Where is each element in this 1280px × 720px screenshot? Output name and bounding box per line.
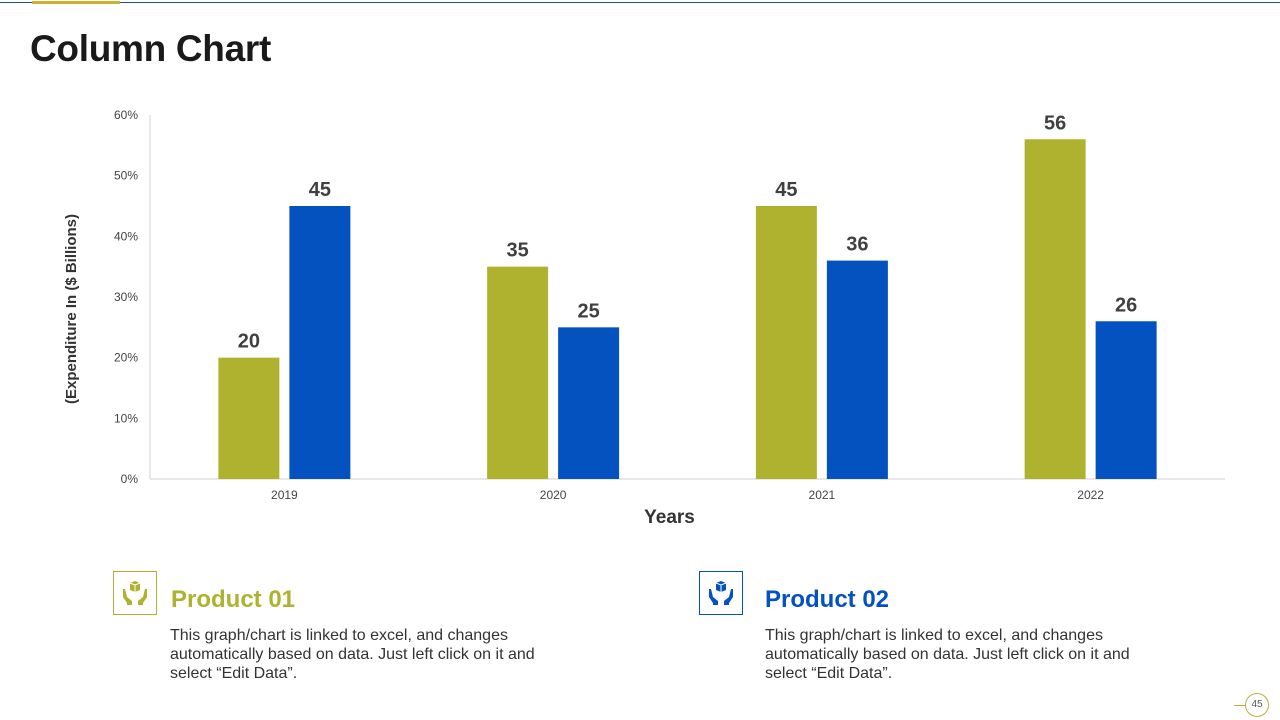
bar xyxy=(826,260,888,479)
bar xyxy=(1095,321,1157,479)
product-01-description: This graph/chart is linked to excel, and… xyxy=(170,627,535,682)
page-number: 45 xyxy=(1245,693,1269,717)
data-label: 56 xyxy=(1044,112,1066,134)
hands-holding-box-icon xyxy=(113,571,157,615)
title-rule xyxy=(0,2,1280,3)
x-tick-label: 2022 xyxy=(1077,488,1104,502)
x-tick-label: 2021 xyxy=(809,488,836,502)
page-number-rule xyxy=(1234,705,1245,706)
bar xyxy=(1024,139,1086,479)
title-rule-accent xyxy=(32,1,120,4)
hands-holding-box-icon xyxy=(699,571,743,615)
bar xyxy=(755,206,817,479)
y-tick-label: 40% xyxy=(114,229,138,243)
bar xyxy=(487,266,549,479)
page-title: Column Chart xyxy=(30,28,272,69)
bar xyxy=(558,327,620,479)
data-label: 35 xyxy=(507,240,529,262)
product-02-description: This graph/chart is linked to excel, and… xyxy=(765,627,1130,682)
x-axis-title: Years xyxy=(644,507,695,528)
data-label: 25 xyxy=(578,300,600,322)
y-tick-label: 0% xyxy=(121,472,139,486)
x-tick-label: 2019 xyxy=(271,488,298,502)
data-label: 26 xyxy=(1115,294,1137,316)
y-tick-label: 60% xyxy=(114,108,138,122)
y-tick-label: 30% xyxy=(114,290,138,304)
y-axis-title: (Expenditure In ($ Billions) xyxy=(63,214,80,404)
product-01-title: Product 01 xyxy=(171,586,296,613)
y-tick-label: 20% xyxy=(114,351,138,365)
y-tick-label: 10% xyxy=(114,411,138,425)
bar xyxy=(218,357,280,479)
y-tick-label: 50% xyxy=(114,169,138,183)
data-label: 20 xyxy=(238,331,260,353)
column-chart: 0% 10% 20% 30% 40% 50% 60% 20 45 2019 35 25 2020 45 36… xyxy=(63,108,1225,528)
x-tick-label: 2020 xyxy=(540,488,567,502)
data-label: 45 xyxy=(775,179,797,201)
product-02-title: Product 02 xyxy=(765,586,890,613)
data-label: 45 xyxy=(309,179,331,201)
bar xyxy=(289,206,351,479)
data-label: 36 xyxy=(846,234,868,256)
